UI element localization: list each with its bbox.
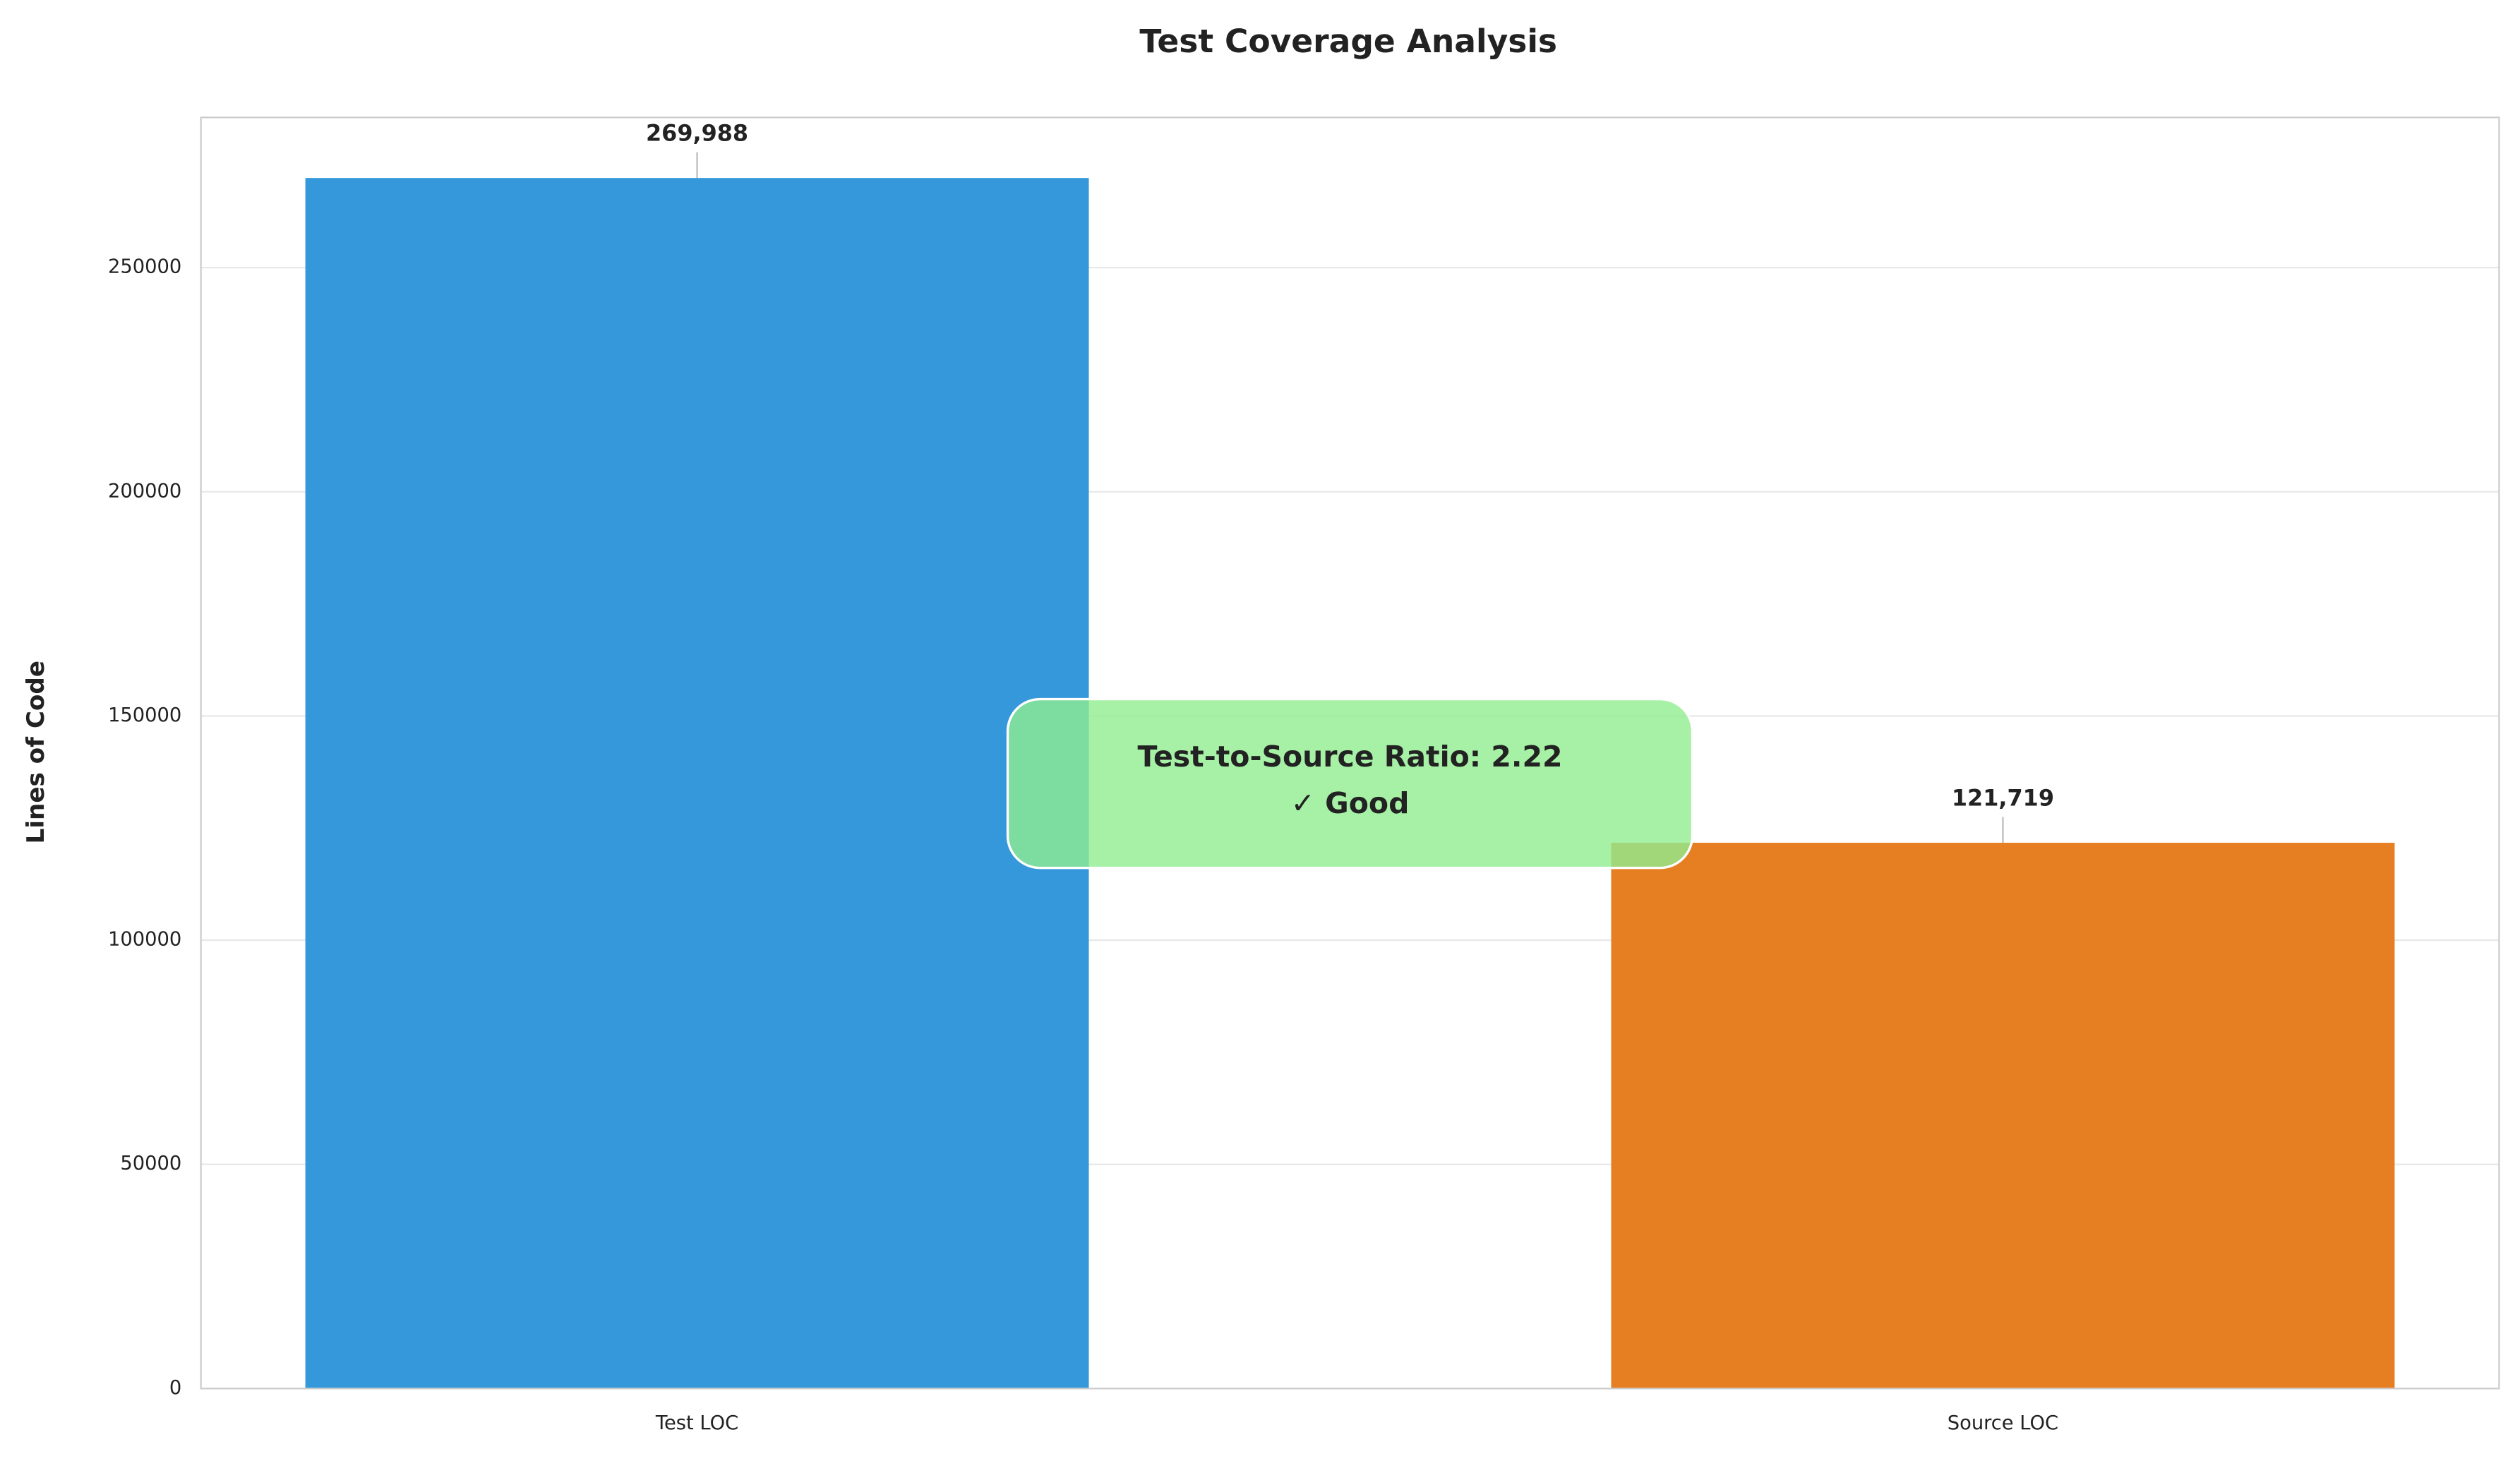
- annotation: Test-to-Source Ratio: 2.22 ✓ Good: [1006, 697, 1694, 870]
- chart-title: Test Coverage Analysis: [1139, 23, 1557, 60]
- bar: [1611, 843, 2395, 1389]
- y-tick-label: 150000: [108, 704, 181, 726]
- bar: [305, 178, 1089, 1389]
- annotation-text: ✓ Good: [1291, 786, 1410, 820]
- y-axis-label: Lines of Code: [22, 661, 50, 843]
- value-label: 121,719: [1952, 785, 2054, 812]
- annotation-box: [1006, 697, 1694, 870]
- y-tick-label: 250000: [108, 256, 181, 278]
- x-tick-label: Test LOC: [655, 1412, 738, 1434]
- marks: 269,988 121,719: [305, 120, 2395, 1389]
- y-tick-label: 50000: [120, 1153, 181, 1174]
- y-tick-label: 200000: [108, 480, 181, 502]
- annotation-text: Test-to-Source Ratio: 2.22: [1137, 740, 1562, 774]
- x-tick-label: Source LOC: [1948, 1412, 2058, 1434]
- y-tick-label: 0: [169, 1377, 181, 1399]
- plot-frame: [200, 116, 2500, 1390]
- value-label: 269,988: [646, 120, 748, 147]
- y-tick-label: 100000: [108, 929, 181, 951]
